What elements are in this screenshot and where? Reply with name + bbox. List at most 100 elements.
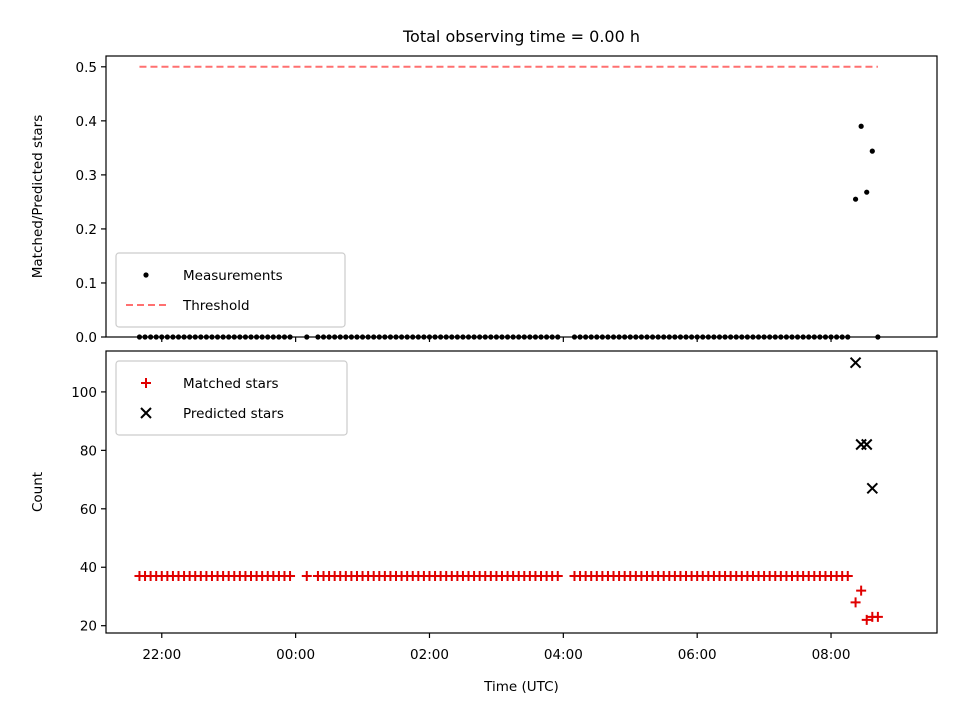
data-point [449,334,455,340]
x-tick-label: 06:00 [678,647,717,663]
data-point [599,334,605,340]
data-point [588,334,594,340]
data-point [521,334,527,340]
data-point [320,334,327,340]
data-point [875,334,881,340]
data-point [421,334,427,340]
data-point [285,571,296,582]
data-point [477,334,483,340]
data-point [393,334,399,340]
data-point [287,334,293,340]
data-point [187,334,193,340]
data-point [861,438,873,451]
data-point [337,334,343,340]
data-point [767,334,773,340]
data-point [571,334,578,340]
data-point [304,334,310,340]
data-point [354,334,360,340]
marks-layer [134,356,883,625]
data-point [510,334,516,340]
data-point [438,334,444,340]
legend-key-marker [140,407,152,419]
legend: Matched stars Predicted stars [115,360,348,436]
data-point [549,334,555,340]
data-point [343,334,349,340]
data-point [661,334,667,340]
data-point [493,334,500,340]
data-point [858,123,864,129]
y-tick-label: 80 [80,443,97,459]
data-point [443,334,449,340]
data-point [744,334,750,340]
data-point [583,334,589,340]
data-point [276,334,282,340]
legend-label: Matched stars [183,376,279,392]
data-point [148,334,154,340]
data-point [415,334,421,340]
y-tick-label: 60 [80,502,97,518]
data-point [666,334,672,340]
data-point [209,334,215,340]
data-point [694,334,700,340]
data-point [849,356,862,369]
data-point [270,334,276,340]
data-point [488,334,494,340]
chart-title: Total observing time = 0.00 h [402,27,640,46]
y-tick-label: 0.0 [76,330,97,346]
data-point [622,334,628,340]
y-tick-label: 0.1 [76,276,97,292]
data-point [259,334,265,340]
legend-label: Threshold [182,298,250,314]
data-point [198,334,204,340]
data-point [410,334,416,340]
data-point [655,334,661,340]
data-point [822,334,829,340]
data-point [326,334,332,340]
data-point [700,334,706,340]
y-axis-label: Count [30,472,46,512]
data-point [705,334,711,340]
data-point [471,334,477,340]
legend-label: Predicted stars [183,406,284,422]
data-point [170,334,176,340]
y-tick-label: 40 [80,560,97,576]
data-point [852,196,859,202]
data-point [633,334,639,340]
data-point [778,334,784,340]
legend: Measurements Threshold [115,252,346,328]
data-point [555,334,561,340]
data-point [850,597,861,608]
data-point [348,334,354,340]
data-point [532,334,539,340]
legend-box [115,252,346,328]
data-point [527,334,533,340]
x-tick-label: 22:00 [142,647,181,663]
data-point [739,334,745,340]
data-point [226,334,232,340]
data-point [783,334,790,340]
data-point [248,334,254,340]
data-point [689,334,695,340]
data-point [728,334,734,340]
x-tick-label: 02:00 [410,647,449,663]
y-tick-label: 0.4 [76,114,97,130]
legend-box [115,360,348,436]
data-point [649,334,656,340]
top-panel-ratio: Total observing time = 0.00 h Matched/Pre… [30,27,938,346]
data-point [220,334,226,340]
data-point [839,334,845,340]
data-point [861,614,872,625]
data-point [365,334,371,340]
legend-key-marker [141,378,151,388]
data-point [842,571,853,582]
data-point [806,334,812,340]
data-point [432,334,438,340]
data-point [828,334,834,340]
data-point [214,334,221,340]
data-point [772,334,778,340]
data-point [672,334,678,340]
y-tick-label: 20 [80,619,97,635]
data-point [175,334,182,340]
data-point [398,334,405,340]
